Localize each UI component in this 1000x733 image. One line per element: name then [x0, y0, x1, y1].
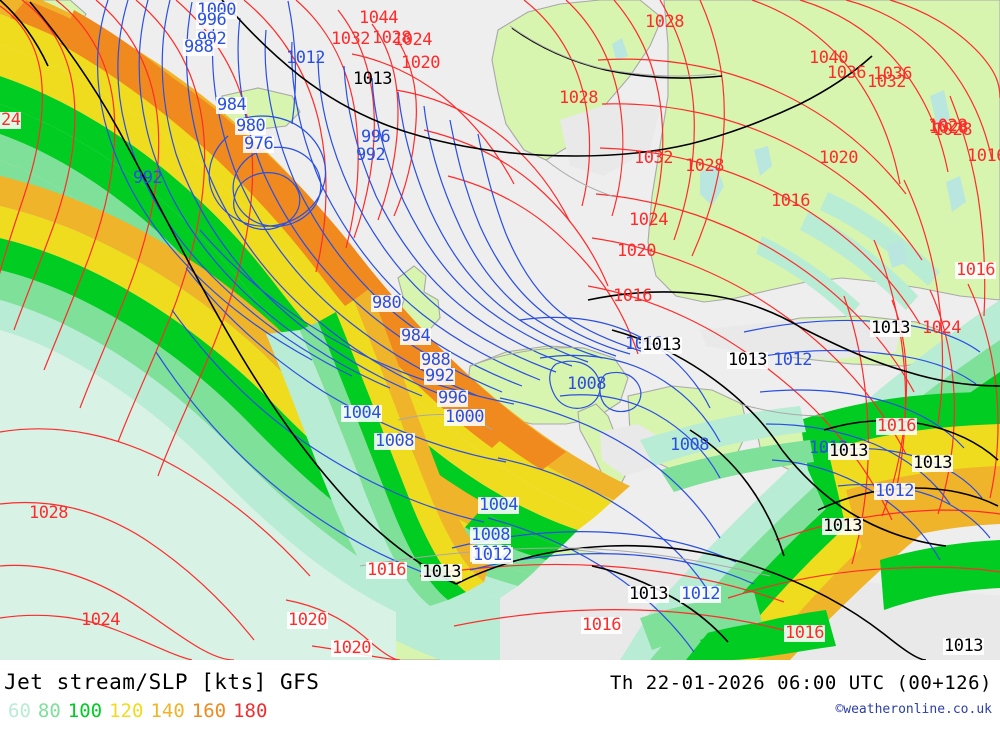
isobar-label: 1020	[617, 241, 656, 261]
isobar-label: 1004	[341, 403, 382, 423]
legend-stop-180: 180	[233, 700, 268, 722]
isobar-label: 1013	[727, 350, 768, 370]
isobar-label: 1012	[874, 481, 915, 501]
isobar-label: 1013	[421, 562, 462, 582]
legend-stop-160: 160	[191, 700, 227, 722]
isobar-label: 980	[235, 116, 267, 136]
isobar-label: 992	[133, 168, 163, 188]
isobar-label: 1028	[929, 118, 968, 138]
isobar-label: 1028	[685, 156, 724, 176]
isobar-label: 1016	[581, 615, 622, 635]
isobar-label: 1008	[670, 435, 709, 455]
isobar-label: 1044	[359, 8, 398, 28]
isobar-label: 988	[420, 350, 452, 370]
isobar-label: 1028	[645, 12, 684, 32]
map-title: Jet stream/SLP [kts] GFS	[4, 670, 320, 694]
isobar-label: 1024	[393, 30, 432, 50]
isobar-label: 1024	[629, 210, 668, 230]
isobar-label: 1016	[366, 560, 407, 580]
isobar-label: 1020	[331, 638, 372, 658]
isobar-label: 1013	[822, 516, 863, 536]
legend-stop-80: 80	[37, 700, 61, 722]
isobar-label: 984	[216, 95, 248, 115]
model-run-valid-time: Th 22-01-2026 06:00 UTC (00+126)	[609, 672, 992, 694]
isobar-label: 1008	[374, 431, 415, 451]
isobar-label: 1016	[876, 416, 917, 436]
isobar-label: 988	[183, 37, 215, 57]
isobar-label: 1016	[955, 260, 996, 280]
isobar-label: 1012	[286, 48, 325, 68]
isobar-label: 1028	[372, 28, 411, 48]
jet-stream-baltic-streak	[756, 192, 940, 318]
isobar-label: 980	[371, 293, 403, 313]
jet-speed-legend: 60 80 100 120 140 160 180	[8, 700, 274, 722]
isobar-label: 1013	[641, 335, 682, 355]
isobar-label: 1036	[873, 64, 912, 84]
weather-map-canvas[interactable]: 1000996992988101210131044103210281024102…	[0, 0, 1000, 660]
legend-stop-60: 60	[8, 700, 31, 722]
isobar-label: 1012	[680, 584, 721, 604]
isobar-label: 1013	[870, 318, 911, 338]
isobar-label: 1016	[771, 191, 810, 211]
isobar-label: 1013	[943, 636, 984, 656]
isobar-label: 1004	[478, 495, 519, 515]
isobar-label: 1008	[470, 525, 511, 545]
isobar-label: 996	[196, 10, 228, 30]
isobar-1013-line	[0, 0, 1000, 660]
isobar-label: 1016	[967, 146, 1000, 166]
map-footer: Jet stream/SLP [kts] GFS Th 22-01-2026 0…	[0, 660, 1000, 733]
isobar-label: 992	[356, 145, 386, 165]
isobar-label: 1032	[331, 29, 370, 49]
isobar-label: 1036	[827, 63, 866, 83]
isobar-label: 1008	[567, 374, 606, 394]
isobar-label: 1024	[81, 610, 120, 630]
legend-stop-140: 140	[150, 700, 185, 722]
isobar-label: 1013	[912, 453, 953, 473]
isobar-label: 1032	[634, 148, 673, 168]
isobar-label: 1016	[613, 286, 652, 306]
isobar-label: 24	[0, 110, 22, 130]
isobar-label: 1028	[928, 116, 967, 136]
map-svg	[0, 0, 1000, 660]
isobar-label: 1013	[353, 69, 392, 89]
copyright-notice: ©weatheronline.co.uk	[835, 702, 992, 717]
isobar-label: 1028	[933, 120, 972, 140]
legend-stop-120: 120	[109, 700, 144, 722]
legend-stop-100: 100	[67, 700, 103, 722]
isobar-label: 1040	[809, 48, 848, 68]
isobar-label: 1020	[401, 53, 440, 73]
isobar-label: 1013	[828, 441, 869, 461]
isobar-label: 1024	[922, 318, 961, 338]
isobar-label: 1028	[29, 503, 68, 523]
isobar-label: 1032	[867, 72, 906, 92]
isobar-label: 1028	[559, 88, 598, 108]
isobar-label: 996	[361, 127, 391, 147]
isobar-label: 984	[400, 326, 432, 346]
isobar-label: 1012	[472, 545, 513, 565]
isobar-label: 996	[437, 388, 469, 408]
isobar-label: 1016	[784, 623, 825, 643]
isobar-label: 976	[243, 134, 275, 154]
isobar-label: 1000	[444, 407, 485, 427]
isobar-label: 1012	[773, 350, 812, 370]
isobar-label: 1020	[819, 148, 858, 168]
isobar-label: 992	[424, 366, 456, 386]
isobar-label: 1020	[287, 610, 328, 630]
isobar-label: 1013	[628, 584, 669, 604]
